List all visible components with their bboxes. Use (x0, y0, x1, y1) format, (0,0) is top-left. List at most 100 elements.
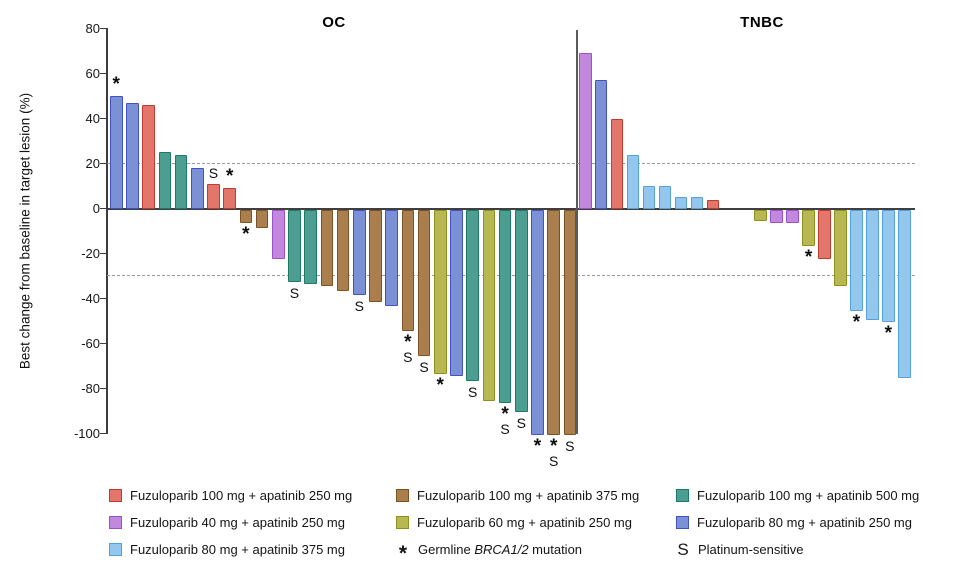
y-tick-label--100: -100 (73, 425, 100, 441)
oc-bar-21 (434, 209, 447, 374)
s-marker-glyph: S (467, 383, 478, 400)
zero-baseline (107, 207, 915, 210)
legend-item-orchid: Fuzuloparib 40 mg + apatinib 250 mg (109, 514, 345, 531)
asterisk-marker-glyph: * (242, 224, 250, 245)
tnbc-bar-4 (626, 154, 640, 209)
oc-bar-6 (191, 168, 204, 209)
s-symbol: S (677, 539, 689, 559)
brca-mutation-marker: * (238, 224, 254, 245)
y-tick-label--80: -80 (81, 380, 100, 396)
platinum-sensitive-marker: S (351, 299, 367, 313)
tnbc-bar-12 (754, 209, 767, 221)
s-marker-glyph: S (565, 437, 575, 454)
asterisk-marker-glyph: * (852, 311, 861, 333)
legend-swatch-orchid (109, 516, 122, 529)
brca-mutation-marker: * (880, 323, 896, 344)
legend-swatch-sky (109, 543, 122, 556)
platinum-sensitive-marker: S (465, 385, 481, 399)
y-tick-label-20: 20 (85, 155, 100, 171)
tnbc-bar-17 (834, 209, 847, 286)
tnbc-bar-8 (690, 197, 704, 209)
s-marker-glyph: S (403, 349, 413, 365)
s-marker-glyph: S (208, 164, 219, 181)
y-tick-20 (100, 162, 106, 165)
legend-item-sky: Fuzuloparib 80 mg + apatinib 375 mg (109, 541, 345, 558)
asterisk-marker-glyph: * (884, 323, 892, 344)
brca-mutation-marker: * (529, 437, 545, 456)
oc-bar-28 (547, 209, 560, 435)
tnbc-bar-21 (898, 209, 911, 379)
brca-mutation-marker: * S (546, 435, 562, 469)
brca-mutation-marker: * (801, 248, 817, 267)
tnbc-bar-7 (674, 197, 688, 209)
tnbc-bar-16 (818, 209, 831, 259)
y-tick--40 (100, 297, 106, 300)
oc-bar-7 (207, 183, 220, 209)
asterisk-marker-glyph: * (436, 374, 444, 396)
legend-item-olive: Fuzuloparib 60 mg + apatinib 250 mg (396, 514, 632, 531)
s-marker-glyph: S (516, 415, 526, 431)
y-tick-label--40: -40 (81, 290, 100, 306)
tnbc-bar-13 (770, 209, 783, 223)
y-tick-label-80: 80 (85, 20, 100, 36)
asterisk-marker-glyph: * (549, 435, 558, 457)
platinum-sensitive-marker: S (205, 166, 221, 180)
legend-item-blue: Fuzuloparib 80 mg + apatinib 250 mg (676, 514, 912, 531)
tnbc-bar-18 (850, 209, 863, 311)
oc-bar-18 (385, 209, 398, 307)
asterisk-marker-glyph: * (501, 404, 509, 425)
y-tick-label-60: 60 (85, 65, 100, 81)
y-tick-label-0: 0 (92, 200, 100, 216)
oc-bar-15 (336, 209, 350, 291)
oc-bar-23 (466, 209, 479, 381)
s-marker-glyph: S (354, 298, 364, 314)
s-marker-glyph: S (500, 421, 510, 437)
legend-label: Fuzuloparib 40 mg + apatinib 250 mg (130, 515, 345, 530)
asterisk-symbol: * (398, 541, 408, 565)
y-tick-label--20: -20 (81, 245, 100, 261)
tnbc-bar-2 (594, 80, 608, 209)
panel-title-oc: OC (322, 14, 346, 31)
tnbc-bar-1 (579, 53, 592, 209)
tnbc-bar-3 (610, 118, 624, 209)
tnbc-bar-9 (706, 199, 720, 209)
legend-swatch-olive (396, 516, 409, 529)
y-tick-label-40: 40 (85, 110, 100, 126)
platinum-sensitive-marker: S (416, 360, 432, 374)
oc-bar-5 (174, 154, 188, 209)
s-marker-glyph: S (289, 284, 300, 301)
oc-bar-11 (272, 209, 285, 259)
y-tick-40 (100, 117, 106, 120)
brca-mutation-marker: * (222, 166, 238, 188)
oc-bar-27 (531, 209, 544, 435)
oc-bar-3 (142, 105, 155, 209)
s-marker-glyph: S (548, 452, 559, 469)
legend-swatch-brown (396, 489, 409, 502)
tnbc-bar-6 (658, 186, 672, 209)
legend-swatch-red (109, 489, 122, 502)
oc-bar-25 (498, 209, 512, 403)
panel-title-tnbc: TNBC (740, 14, 784, 31)
legend-label: Fuzuloparib 80 mg + apatinib 250 mg (697, 515, 912, 530)
platinum-sensitive-marker: S (562, 439, 578, 453)
y-tick-label--60: -60 (81, 335, 100, 351)
asterisk-marker-glyph: * (225, 166, 234, 188)
platinum-sensitive-marker: S (286, 286, 302, 300)
oc-bar-10 (255, 209, 269, 228)
s-marker-glyph: S (419, 358, 429, 375)
legend-item-red: Fuzuloparib 100 mg + apatinib 250 mg (109, 487, 352, 504)
asterisk-marker-glyph: * (404, 332, 412, 353)
asterisk-marker-glyph: * (112, 74, 120, 95)
brca-mutation-marker: * (848, 311, 864, 333)
oc-bar-4 (158, 152, 172, 209)
tnbc-bar-19 (866, 209, 879, 320)
y-tick-0 (100, 207, 106, 210)
oc-bar-1 (110, 96, 123, 209)
legend-item-platinum-sensitive: S Platinum-sensitive (676, 539, 803, 559)
brca-mutation-marker: * (108, 74, 124, 95)
oc-bar-14 (320, 209, 334, 286)
oc-bar-13 (304, 209, 317, 284)
tnbc-bar-14 (786, 209, 799, 223)
brca-mutation-marker: * S (497, 404, 513, 437)
